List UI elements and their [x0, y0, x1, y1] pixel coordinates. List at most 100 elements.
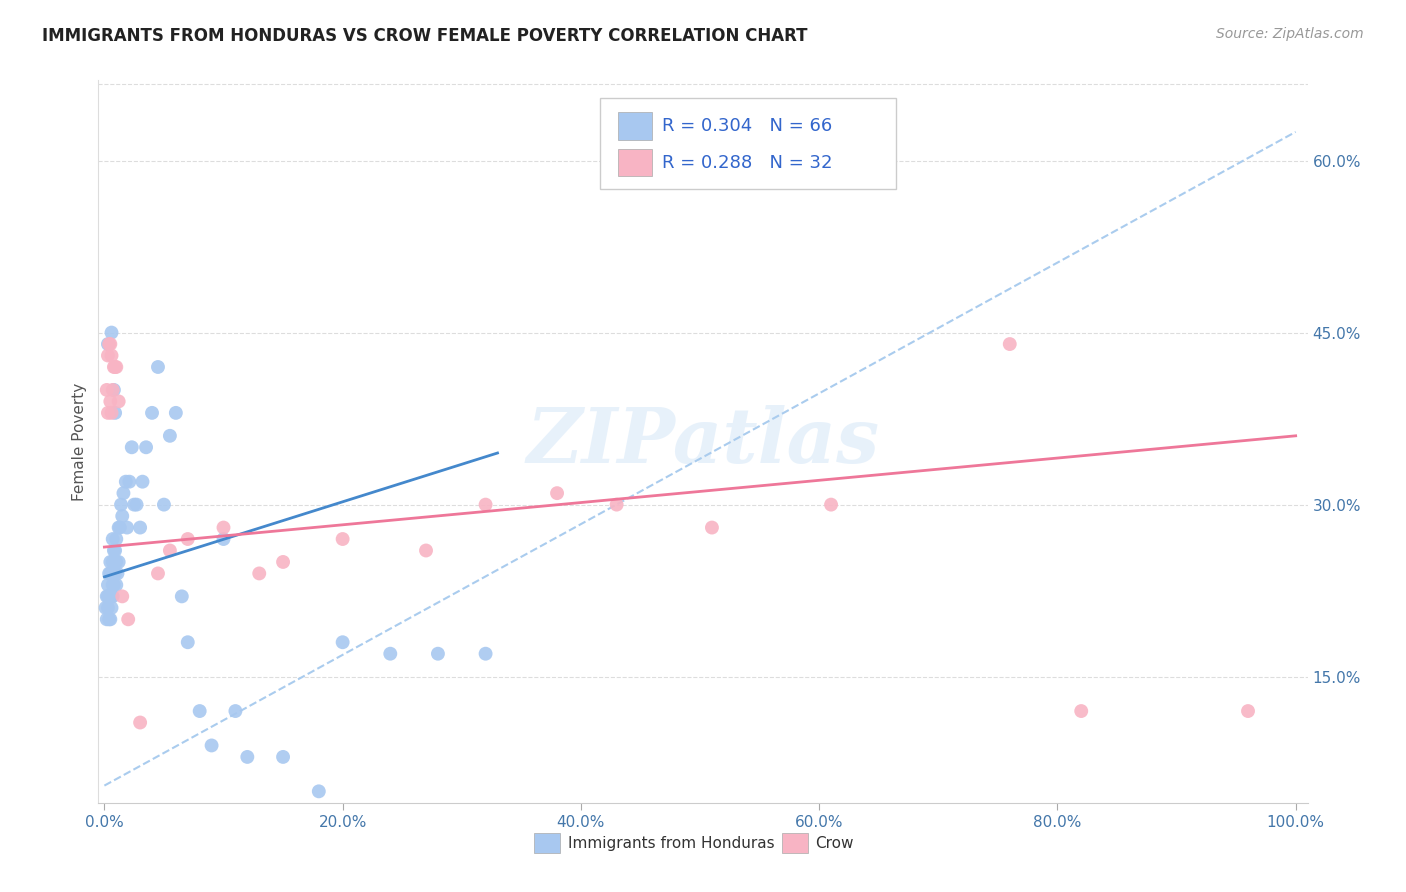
Point: [153, 498, 176, 512]
Text: Immigrants from Honduras: Immigrants from Honduras: [568, 836, 775, 851]
Point: [271, 750, 294, 764]
Point: [129, 715, 152, 730]
Text: R = 0.288   N = 32: R = 0.288 N = 32: [662, 153, 832, 171]
Point: [111, 509, 134, 524]
Point: [159, 543, 181, 558]
Point: [103, 578, 125, 592]
Point: [97, 337, 120, 351]
Point: [103, 543, 125, 558]
Point: [98, 566, 121, 581]
Y-axis label: Female Poverty: Female Poverty: [72, 383, 87, 500]
Point: [108, 520, 131, 534]
Point: [100, 590, 122, 604]
Point: [100, 406, 122, 420]
Point: [96, 612, 118, 626]
Point: [224, 704, 246, 718]
Text: Crow: Crow: [815, 836, 853, 851]
Point: [112, 486, 135, 500]
Point: [101, 532, 124, 546]
Text: IMMIGRANTS FROM HONDURAS VS CROW FEMALE POVERTY CORRELATION CHART: IMMIGRANTS FROM HONDURAS VS CROW FEMALE …: [42, 27, 807, 45]
FancyBboxPatch shape: [600, 98, 897, 189]
Point: [96, 590, 118, 604]
Point: [474, 647, 496, 661]
Point: [380, 647, 402, 661]
Point: [115, 520, 138, 534]
Point: [110, 498, 132, 512]
Point: [1070, 704, 1092, 718]
Point: [308, 784, 330, 798]
Point: [170, 590, 193, 604]
Text: ZIPatlas: ZIPatlas: [526, 405, 880, 478]
Point: [104, 359, 127, 374]
Point: [700, 520, 723, 534]
Point: [103, 359, 125, 374]
Point: [606, 498, 628, 512]
Point: [146, 566, 169, 581]
Point: [474, 498, 496, 512]
Point: [111, 590, 134, 604]
Point: [125, 498, 148, 512]
FancyBboxPatch shape: [619, 149, 652, 177]
Point: [212, 520, 235, 534]
Point: [271, 555, 294, 569]
Point: [97, 590, 120, 604]
FancyBboxPatch shape: [534, 833, 561, 854]
Point: [100, 326, 122, 340]
Text: R = 0.304   N = 66: R = 0.304 N = 66: [662, 117, 832, 135]
Point: [107, 555, 129, 569]
Point: [97, 406, 120, 420]
Point: [820, 498, 842, 512]
Point: [101, 383, 124, 397]
Point: [98, 337, 121, 351]
Point: [98, 394, 121, 409]
Point: [177, 635, 200, 649]
Point: [141, 406, 163, 420]
Point: [98, 590, 121, 604]
Point: [101, 578, 124, 592]
Point: [177, 532, 200, 546]
Point: [98, 337, 121, 351]
Point: [101, 555, 124, 569]
Point: [104, 406, 127, 420]
Point: [104, 566, 127, 581]
Point: [98, 555, 121, 569]
Point: [98, 590, 121, 604]
Point: [332, 635, 354, 649]
Point: [107, 394, 129, 409]
Point: [104, 543, 127, 558]
Point: [98, 612, 121, 626]
Point: [122, 498, 145, 512]
Point: [117, 612, 139, 626]
Point: [247, 566, 270, 581]
Point: [118, 475, 141, 489]
Point: [97, 349, 120, 363]
Point: [1237, 704, 1260, 718]
Point: [200, 739, 222, 753]
Point: [129, 520, 152, 534]
Point: [146, 359, 169, 374]
Point: [332, 532, 354, 546]
Point: [998, 337, 1021, 351]
Point: [546, 486, 568, 500]
Point: [105, 578, 128, 592]
Point: [100, 566, 122, 581]
Point: [135, 440, 157, 454]
FancyBboxPatch shape: [782, 833, 808, 854]
Point: [131, 475, 153, 489]
FancyBboxPatch shape: [619, 112, 652, 139]
Point: [105, 359, 128, 374]
Point: [165, 406, 187, 420]
Point: [107, 566, 129, 581]
Point: [212, 532, 235, 546]
Point: [105, 555, 128, 569]
Point: [103, 383, 125, 397]
Point: [105, 532, 128, 546]
Point: [121, 440, 143, 454]
Point: [97, 600, 120, 615]
Point: [101, 590, 124, 604]
Point: [100, 600, 122, 615]
Point: [426, 647, 449, 661]
Point: [98, 612, 121, 626]
Point: [97, 578, 120, 592]
Point: [415, 543, 437, 558]
